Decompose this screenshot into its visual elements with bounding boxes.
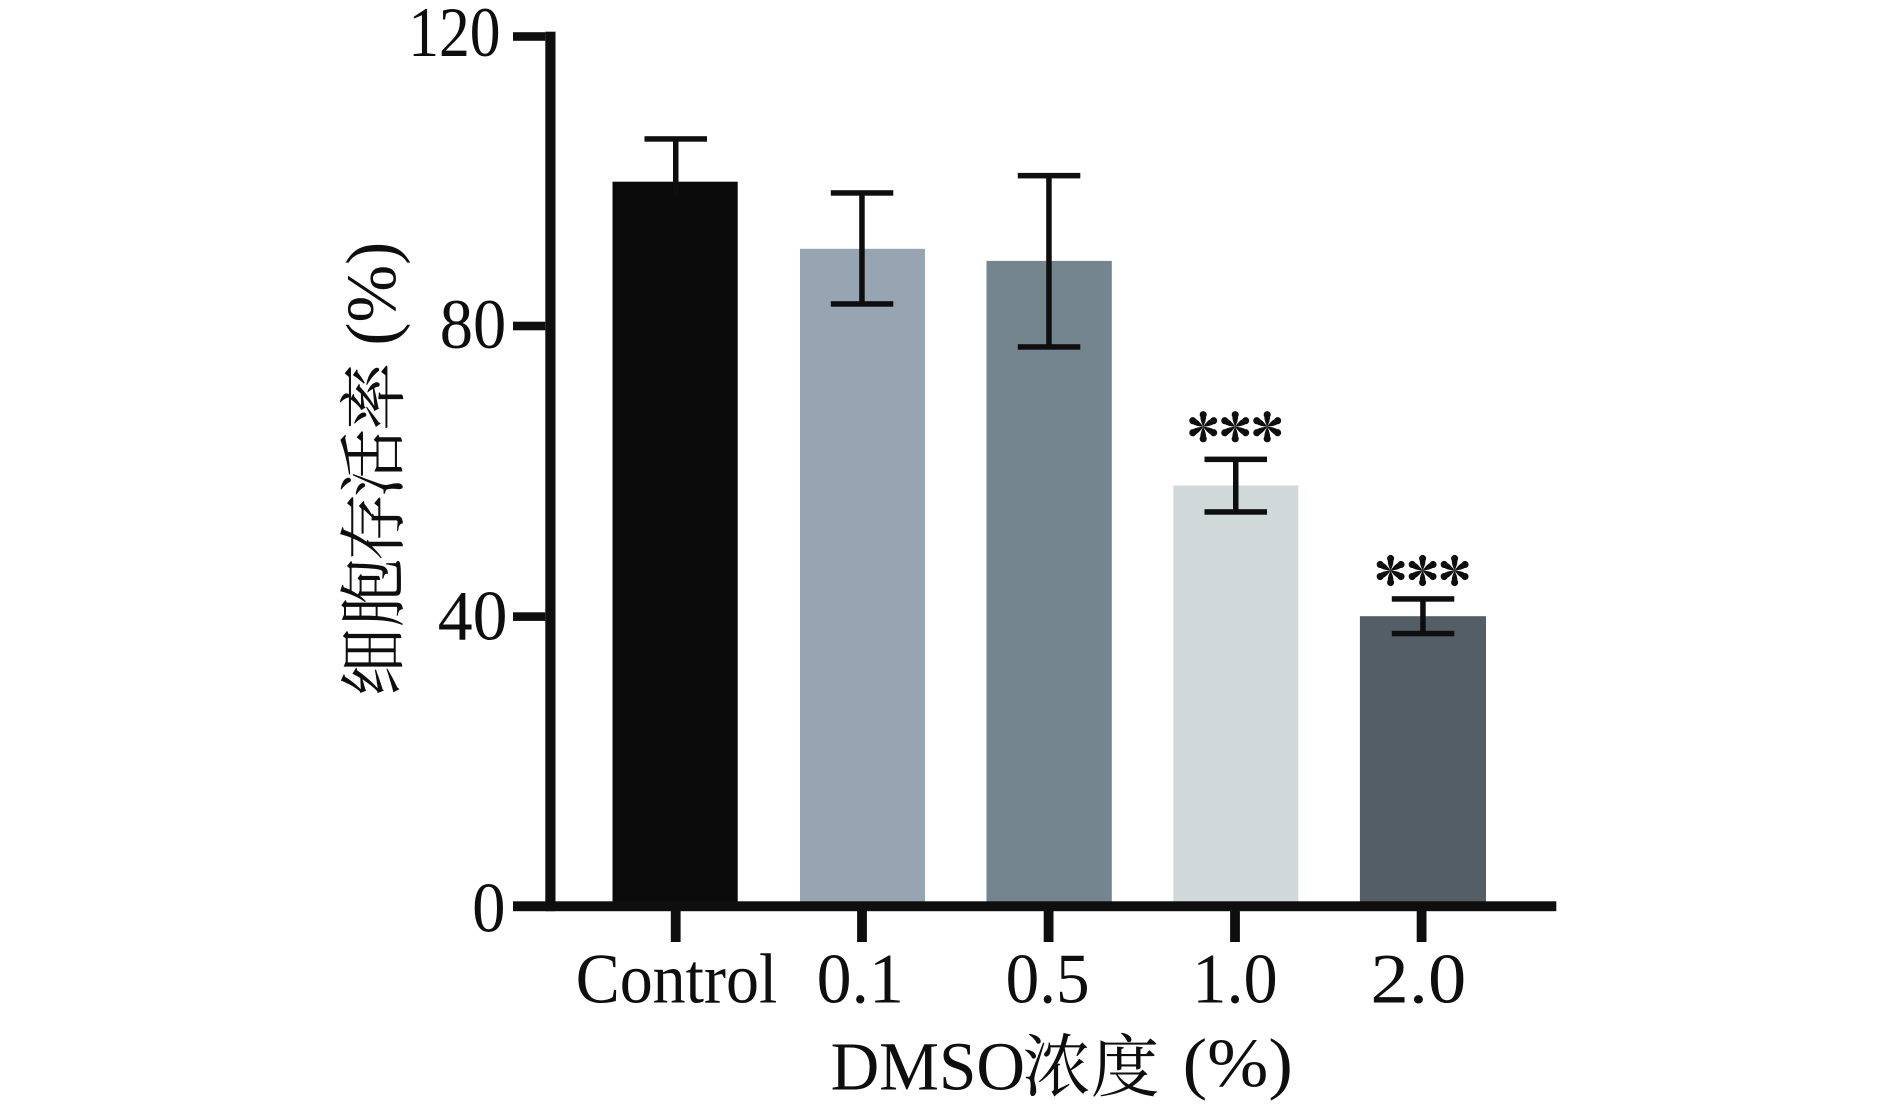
svg-text:80: 80 (440, 286, 507, 364)
svg-text:120: 120 (408, 0, 500, 72)
svg-text:0.5: 0.5 (1006, 941, 1090, 1019)
svg-text:0: 0 (472, 870, 505, 948)
svg-text:(%): (%) (1183, 1025, 1293, 1101)
svg-text:DMSO: DMSO (831, 1028, 1025, 1104)
svg-text:0.1: 0.1 (817, 941, 904, 1019)
svg-text:Control: Control (576, 941, 778, 1019)
svg-text:1.0: 1.0 (1192, 941, 1278, 1019)
svg-text:(%): (%) (333, 242, 411, 346)
svg-text:40: 40 (438, 578, 508, 656)
svg-text:2.0: 2.0 (1371, 941, 1467, 1019)
